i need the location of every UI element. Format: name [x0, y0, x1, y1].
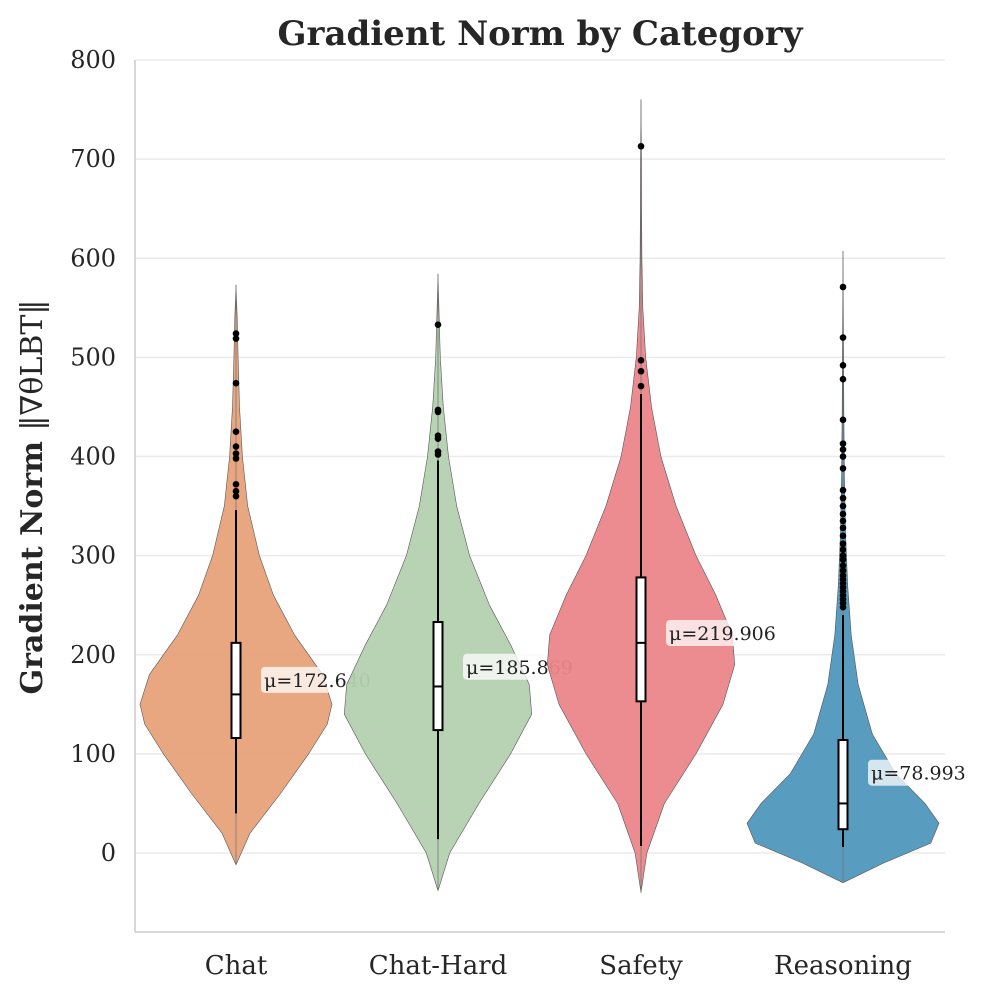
violin-group-safety: μ=219.906: [547, 99, 779, 893]
outlier-point-reasoning: [839, 283, 847, 291]
outlier-point-chat: [232, 487, 240, 495]
y-tick-800: 800: [70, 46, 116, 74]
violin-group-chat: μ=172.640: [139, 284, 374, 866]
mean-label-chat-hard: μ=185.869: [466, 657, 573, 679]
violin-group-reasoning: μ=78.993: [746, 251, 969, 883]
y-tick-200: 200: [70, 641, 116, 669]
outlier-point-safety: [637, 142, 645, 150]
outlier-point-chat: [232, 330, 240, 337]
y-tick-100: 100: [70, 740, 116, 768]
x-tick-reasoning: Reasoning: [774, 951, 912, 981]
outlier-point-reasoning: [839, 567, 847, 574]
outlier-point-chat-hard: [434, 432, 442, 439]
x-tick-safety: Safety: [599, 951, 683, 981]
outlier-point-reasoning: [839, 465, 847, 472]
outlier-point-chat-hard: [434, 321, 442, 328]
outlier-point-chat: [232, 455, 240, 462]
y-tick-0: 0: [101, 839, 116, 867]
outlier-point-reasoning: [839, 486, 847, 494]
outlier-point-reasoning: [839, 440, 847, 447]
outlier-point-reasoning: [839, 362, 847, 369]
outlier-point-chat-hard: [434, 448, 442, 455]
outlier-point-reasoning: [839, 532, 847, 540]
outlier-point-reasoning: [839, 375, 847, 383]
outlier-point-chat: [232, 379, 240, 387]
outlier-point-reasoning: [839, 502, 847, 510]
axes: [134, 60, 945, 933]
outlier-point-reasoning: [839, 562, 847, 569]
y-tick-500: 500: [70, 343, 116, 371]
mean-annotation-reasoning: μ=78.993: [868, 759, 969, 786]
mean-annotation-safety: μ=219.906: [666, 620, 779, 647]
outlier-point-chat-hard: [434, 406, 442, 414]
x-tick-chat: Chat: [205, 951, 268, 981]
mean-label-bg-chat: [261, 666, 374, 693]
y-tick-400: 400: [70, 443, 116, 471]
outlier-point-reasoning: [839, 552, 847, 559]
y-tick-labels: 0 100 200 300 400 500 600 700 800: [70, 46, 116, 867]
outlier-point-reasoning: [839, 572, 847, 579]
y-axis-label-math: ‖∇θLBT‖: [15, 300, 50, 431]
outlier-point-chat: [232, 428, 240, 436]
outlier-point-reasoning: [839, 546, 847, 553]
mean-label-chat: μ=172.640: [264, 670, 371, 692]
y-tick-600: 600: [70, 244, 116, 272]
outlier-point-reasoning: [839, 540, 847, 548]
iqr-box-chat: [230, 641, 242, 740]
outlier-point-chat: [232, 335, 240, 342]
outlier-point-chat: [232, 443, 240, 450]
outlier-point-chat: [232, 492, 240, 500]
outlier-point-safety: [637, 382, 645, 390]
mean-label-safety: μ=219.906: [669, 623, 776, 645]
mean-annotation-chat: μ=172.640: [261, 666, 374, 693]
mean-label-bg-safety: [666, 620, 779, 647]
violin-group-chat-hard: μ=185.869: [344, 273, 576, 891]
outlier-point-chat: [232, 480, 240, 488]
mean-label-bg-reasoning: [868, 759, 969, 786]
y-tick-300: 300: [70, 542, 116, 570]
iqr-box-reasoning: [837, 738, 849, 831]
iqr-box-safety: [635, 576, 647, 703]
outlier-point-reasoning: [839, 510, 847, 518]
chart-title: Gradient Norm by Category: [278, 14, 804, 54]
y-tick-700: 700: [70, 145, 116, 173]
outlier-point-reasoning: [839, 334, 847, 341]
outlier-point-safety: [637, 357, 645, 364]
outlier-point-reasoning: [839, 453, 847, 460]
violins: μ=172.640 μ=185.869 μ=219.906 μ=78.993: [139, 99, 969, 893]
outlier-point-reasoning: [839, 524, 847, 532]
outlier-point-reasoning: [839, 494, 847, 502]
x-tick-chat-hard: Chat-Hard: [369, 951, 508, 981]
x-tick-labels: Chat Chat-Hard Safety Reasoning: [205, 951, 912, 981]
y-axis-label-text: Gradient Norm: [15, 431, 50, 695]
mean-label-reasoning: μ=78.993: [871, 763, 966, 785]
outlier-point-chat: [232, 450, 240, 457]
y-axis-label: Gradient Norm ‖∇θLBT‖: [15, 300, 50, 695]
outlier-point-safety: [637, 367, 645, 375]
outlier-point-reasoning: [839, 416, 847, 424]
outlier-point-reasoning: [839, 446, 847, 453]
outlier-point-reasoning: [839, 517, 847, 525]
iqr-box-chat-hard: [432, 621, 444, 732]
